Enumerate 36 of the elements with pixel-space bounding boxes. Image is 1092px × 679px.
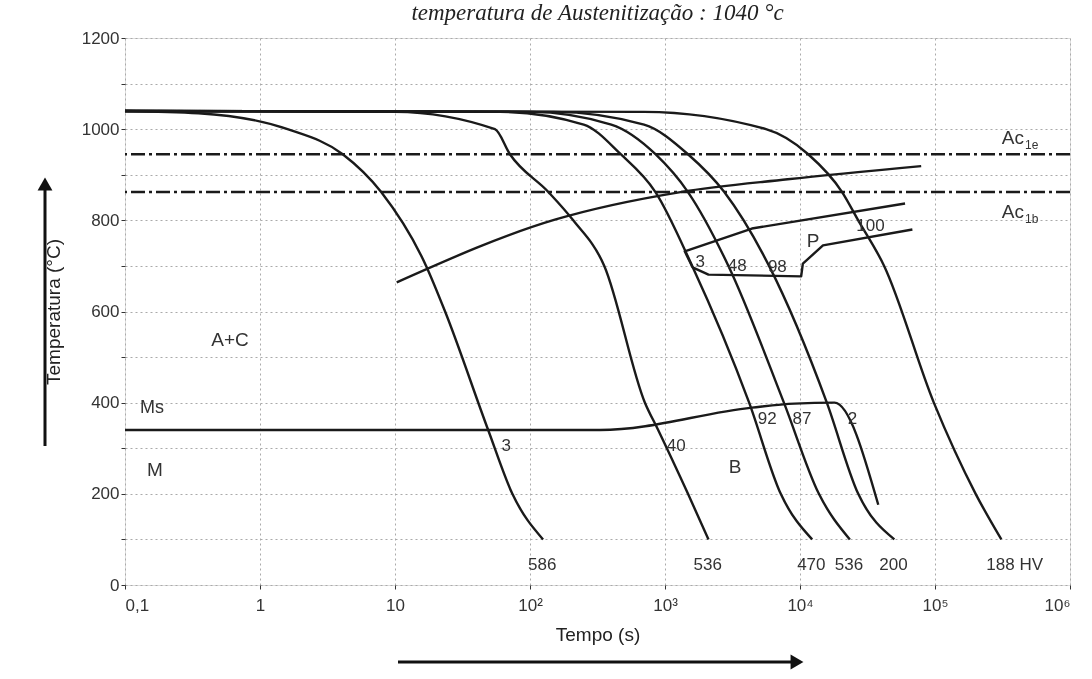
x-tick-label: 10⁴	[787, 595, 814, 615]
annotation: 3	[695, 252, 705, 272]
y-tick-label: 400	[91, 393, 120, 413]
chart-title: temperatura de Austenitização : 1040 °c	[411, 0, 784, 25]
y-tick-label: 200	[91, 484, 120, 504]
annotation: B	[728, 456, 742, 477]
x-tick-label: 10	[386, 595, 405, 615]
y-tick-label: 1000	[81, 119, 120, 139]
y-tick-label: 1200	[81, 28, 120, 48]
annotation: 40	[666, 436, 686, 456]
annotation: 200	[879, 555, 908, 575]
annotation: M	[147, 459, 163, 480]
annotation: 3	[501, 436, 511, 456]
annotation: 586	[528, 555, 557, 575]
annotation: P	[806, 230, 820, 251]
x-tick-label: 10⁵	[922, 595, 949, 615]
y-tick-label: 800	[91, 210, 120, 230]
annotation: 470	[797, 555, 826, 575]
annotation: 188 HV	[986, 555, 1044, 575]
annotation: A+C	[211, 329, 249, 350]
series-label: Ms	[140, 397, 164, 418]
y-axis-title: Temperatura (°C)	[42, 239, 64, 385]
annotation: 48	[727, 255, 747, 275]
annotation: 92	[757, 408, 777, 428]
x-tick-label: 1	[255, 595, 266, 615]
x-tick-label: 10²	[518, 595, 544, 615]
x-axis-title: Tempo (s)	[555, 623, 641, 645]
x-tick-label: 0,1	[125, 595, 150, 615]
y-tick-label: 600	[91, 302, 120, 321]
annotation: 87	[792, 408, 812, 428]
annotation: 98	[767, 257, 787, 277]
x-tick-label: 10⁶	[1044, 595, 1071, 615]
y-tick-label: 0	[110, 575, 120, 595]
annotation: 536	[834, 555, 864, 575]
x-tick-label: 10³	[653, 595, 679, 615]
annotation: 536	[693, 555, 722, 575]
